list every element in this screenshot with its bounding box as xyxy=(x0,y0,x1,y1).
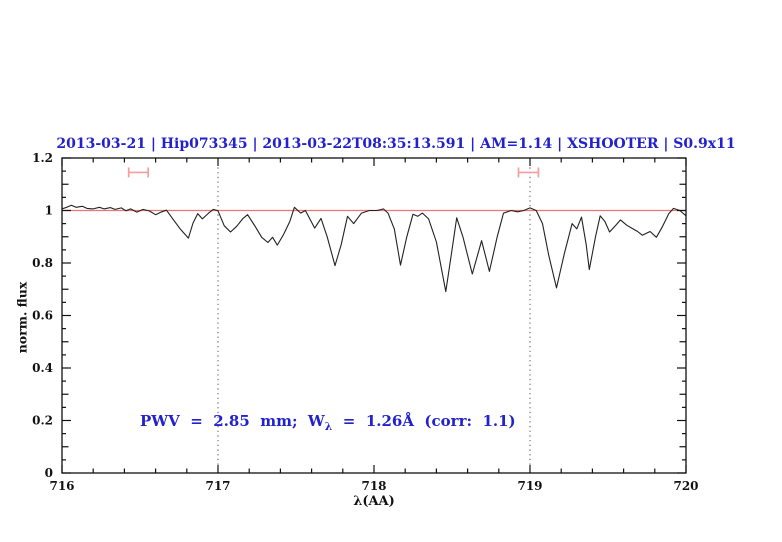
x-tick-label: 717 xyxy=(205,479,230,493)
x-tick-label: 716 xyxy=(49,479,74,493)
y-tick-label: 0.6 xyxy=(32,309,53,323)
plot-title: 2013-03-21 | Hip073345 | 2013-03-22T08:3… xyxy=(56,136,736,152)
pwv-annotation: PWV = 2.85 mm; Wλ = 1.26Å (corr: 1.1) xyxy=(140,412,516,433)
y-tick-label: 0.8 xyxy=(32,256,53,270)
annotation-text-2: = 1.26Å (corr: 1.1) xyxy=(332,412,516,430)
y-axis-label: norm. flux xyxy=(14,281,30,354)
x-tick-label: 720 xyxy=(673,479,698,493)
x-tick-label: 718 xyxy=(361,479,386,493)
annotation-lambda-subscript: λ xyxy=(324,420,333,433)
y-tick-label: 1 xyxy=(45,204,53,218)
y-tick-label: 1.2 xyxy=(32,151,53,165)
range-marker xyxy=(127,167,150,178)
range-marker xyxy=(517,167,540,178)
y-tick-label: 0 xyxy=(45,466,53,480)
x-tick-label: 719 xyxy=(517,479,542,493)
spectrum-line xyxy=(61,204,687,293)
y-tick-label: 0.4 xyxy=(32,361,53,375)
y-tick-label: 0.2 xyxy=(32,414,53,428)
annotation-text-1: PWV = 2.85 mm; W xyxy=(140,412,325,430)
x-axis-label: λ(AA) xyxy=(353,494,395,509)
